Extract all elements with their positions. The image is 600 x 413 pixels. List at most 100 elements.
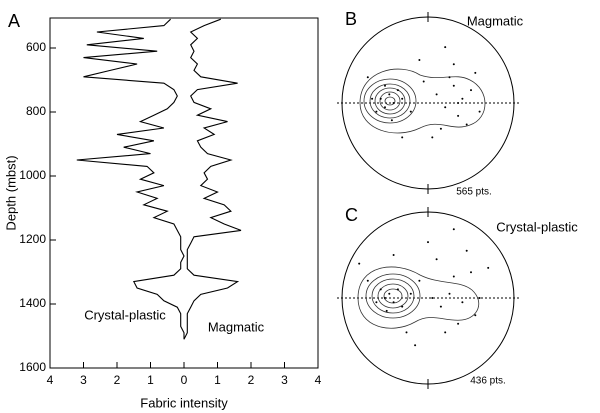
- point: [431, 136, 434, 139]
- contour: [363, 78, 417, 124]
- point: [474, 71, 477, 74]
- point: [452, 275, 455, 278]
- contour: [365, 273, 421, 319]
- panel-label: B: [345, 9, 357, 29]
- point: [448, 292, 451, 295]
- x-tick-label: 4: [47, 373, 54, 387]
- point: [396, 288, 399, 291]
- point-count: 436 pts.: [470, 376, 506, 387]
- net-circle: [341, 16, 515, 190]
- point: [401, 97, 404, 100]
- point: [427, 241, 429, 244]
- point: [439, 127, 442, 130]
- y-tick-label: 1400: [19, 296, 46, 310]
- contour: [359, 68, 486, 134]
- point: [385, 309, 388, 312]
- point: [444, 106, 447, 109]
- point: [452, 228, 455, 231]
- net-title: Crystal-plastic: [496, 219, 578, 234]
- y-tick-label: 800: [26, 104, 46, 118]
- point: [375, 301, 378, 304]
- point: [379, 288, 382, 291]
- point: [457, 322, 460, 325]
- x-tick-label: 3: [281, 373, 288, 387]
- point: [457, 102, 460, 104]
- point: [371, 97, 374, 100]
- annotation: Magmatic: [208, 319, 265, 334]
- contour: [383, 288, 403, 304]
- point: [401, 136, 404, 139]
- point: [401, 305, 404, 308]
- point: [392, 301, 395, 304]
- panel-label: C: [345, 205, 358, 225]
- point: [478, 297, 481, 299]
- point: [465, 249, 468, 252]
- point: [422, 80, 425, 83]
- y-tick-label: 1200: [19, 232, 46, 246]
- point: [461, 97, 464, 100]
- x-tick-label: 2: [114, 373, 121, 387]
- point: [392, 102, 395, 104]
- point: [388, 292, 391, 295]
- point: [390, 119, 393, 122]
- net-title: Magmatic: [467, 13, 524, 28]
- x-tick-label: 1: [214, 373, 221, 387]
- contour: [357, 266, 480, 329]
- point: [474, 314, 477, 317]
- point: [448, 76, 451, 79]
- point: [435, 93, 438, 96]
- data-line: [183, 18, 242, 340]
- y-tick-label: 600: [26, 40, 46, 54]
- x-axis-label: Fabric intensity: [140, 395, 228, 410]
- point: [478, 110, 481, 113]
- point: [439, 305, 442, 308]
- point: [388, 93, 391, 96]
- x-tick-label: 3: [80, 373, 87, 387]
- point: [392, 254, 395, 256]
- point: [444, 46, 447, 49]
- point: [452, 84, 455, 87]
- x-tick-label: 4: [315, 373, 322, 387]
- point: [431, 297, 434, 299]
- point: [418, 59, 421, 61]
- point: [465, 123, 468, 126]
- point: [470, 271, 472, 274]
- point: [435, 258, 438, 261]
- point: [452, 63, 455, 66]
- point-count: 565 pts.: [456, 187, 492, 198]
- contour: [371, 278, 415, 314]
- point: [375, 110, 378, 113]
- point: [414, 344, 417, 347]
- point: [384, 106, 386, 109]
- point: [396, 89, 399, 92]
- point: [461, 301, 464, 304]
- point: [409, 292, 412, 295]
- y-tick-label: 1000: [19, 168, 46, 182]
- point: [405, 331, 408, 334]
- contour: [377, 283, 409, 309]
- point: [470, 89, 472, 92]
- point: [384, 297, 386, 299]
- point: [444, 331, 447, 334]
- net-circle: [341, 211, 515, 385]
- panel-label: A: [8, 11, 20, 31]
- point: [418, 279, 421, 282]
- contour: [374, 87, 406, 115]
- point: [384, 84, 386, 87]
- point: [457, 114, 460, 117]
- point: [379, 97, 382, 100]
- annotation: Crystal-plastic: [84, 307, 166, 322]
- x-tick-label: 1: [147, 373, 154, 387]
- point: [366, 76, 369, 79]
- point: [487, 266, 490, 269]
- x-tick-label: 2: [248, 373, 255, 387]
- point: [358, 262, 361, 265]
- point: [409, 110, 412, 113]
- contour: [379, 91, 401, 111]
- stereonet-c: C Crystal-plastic 436 pts.: [337, 205, 578, 389]
- x-tick-label: 0: [181, 373, 188, 387]
- y-axis-label: Depth (mbst): [3, 155, 18, 230]
- contour: [384, 96, 396, 106]
- point: [366, 279, 369, 282]
